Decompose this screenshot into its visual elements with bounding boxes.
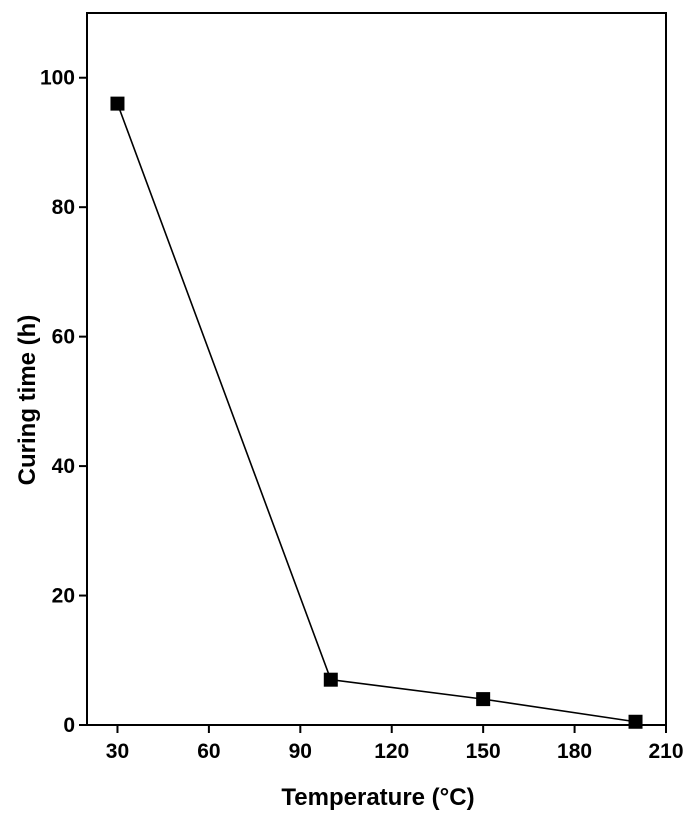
y-tick-label: 100 — [40, 67, 75, 90]
y-tick-label: 40 — [52, 455, 75, 478]
x-axis-title: Temperature (°C) — [281, 784, 474, 811]
series-curing-time — [110, 96, 643, 729]
y-axis-title: Curing time (h) — [14, 315, 41, 486]
y-tick-label: 20 — [52, 585, 75, 608]
x-tick-label: 60 — [197, 740, 220, 763]
x-tick-label: 30 — [106, 740, 129, 763]
data-point-marker — [476, 692, 491, 707]
series-line — [116, 103, 636, 723]
x-tick-label: 120 — [374, 740, 409, 763]
x-tick-label: 90 — [289, 740, 312, 763]
data-point-marker — [628, 714, 643, 729]
data-point-marker — [323, 672, 338, 687]
y-tick-label: 0 — [63, 714, 75, 737]
plot-frame — [86, 12, 667, 726]
data-point-marker — [110, 96, 125, 111]
x-tick-label: 210 — [648, 740, 683, 763]
x-axis-ticks: 30 60 90 120 150 180 210 — [106, 725, 684, 763]
x-tick-label: 150 — [466, 740, 501, 763]
y-tick-label: 60 — [52, 326, 75, 349]
x-tick-label: 180 — [557, 740, 592, 763]
y-axis-ticks: 0 20 40 60 80 100 — [40, 67, 87, 737]
y-tick-label: 80 — [52, 196, 75, 219]
plot-border — [86, 12, 667, 726]
